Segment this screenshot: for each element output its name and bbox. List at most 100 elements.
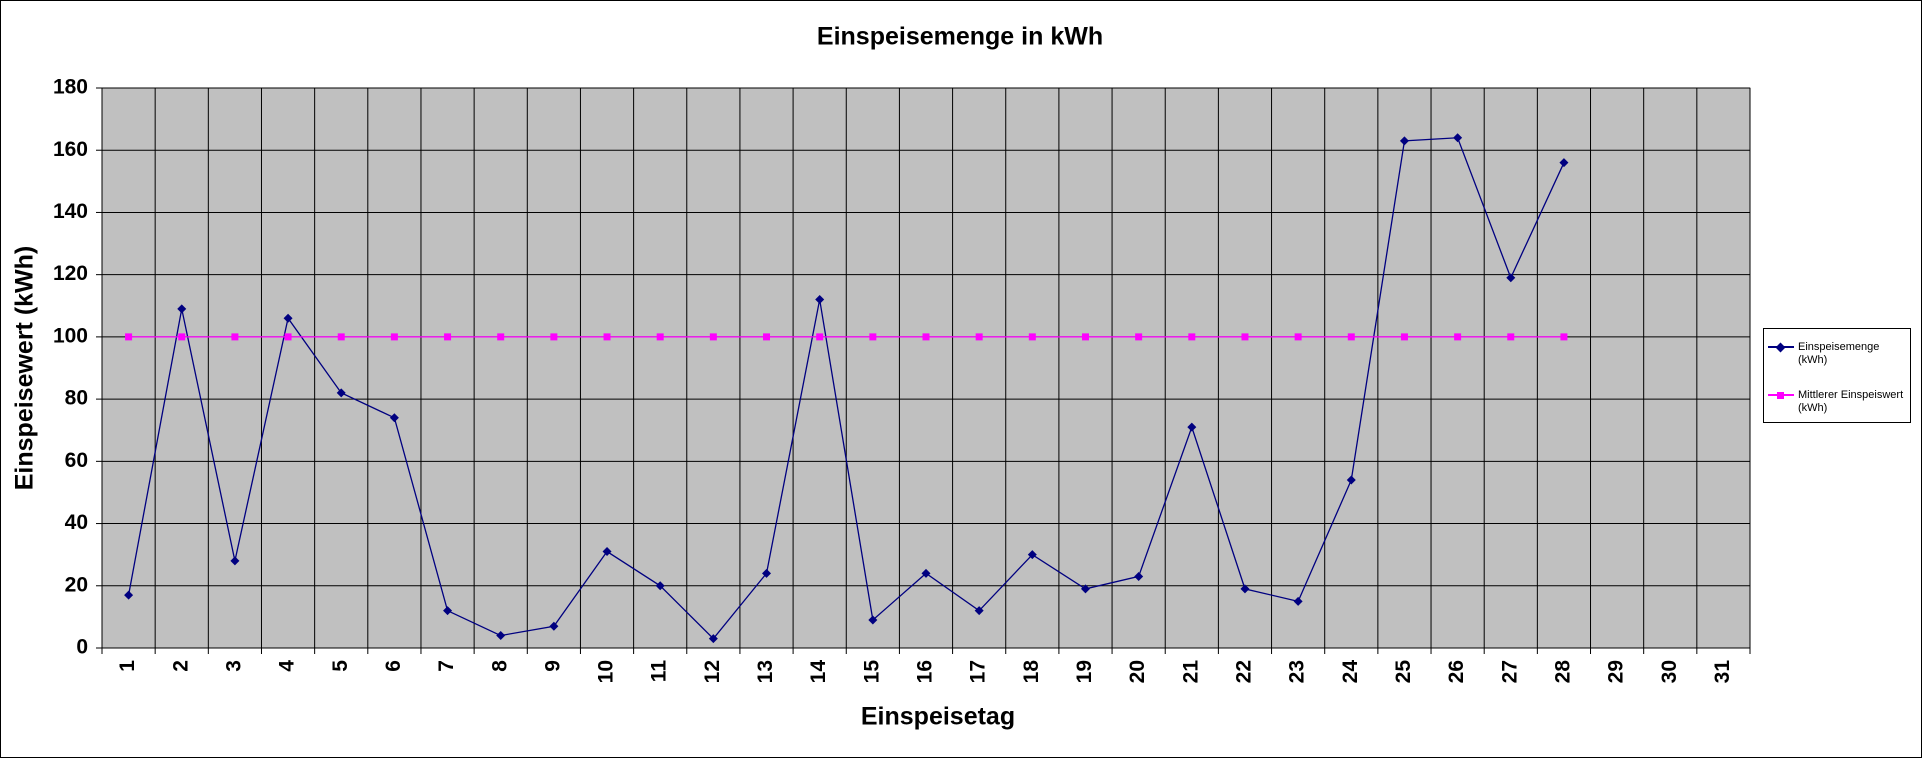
data-point xyxy=(1188,333,1196,341)
x-tick-label: 1 xyxy=(116,660,139,672)
data-point xyxy=(603,333,611,341)
data-point xyxy=(283,313,293,323)
x-axis-title: Einspeisetag xyxy=(861,703,1015,731)
data-point xyxy=(336,388,346,398)
data-point xyxy=(1293,596,1303,606)
data-point xyxy=(337,333,345,341)
data-point xyxy=(868,615,878,625)
data-point xyxy=(549,621,559,631)
legend-marker xyxy=(1777,391,1784,399)
data-point xyxy=(1399,136,1409,146)
y-tick-label: 60 xyxy=(65,449,88,472)
y-tick-label: 20 xyxy=(65,573,88,596)
x-tick-label: 31 xyxy=(1711,660,1734,684)
data-point xyxy=(602,547,612,557)
x-tick-label: 20 xyxy=(1126,660,1149,683)
x-tick-label: 7 xyxy=(435,660,458,672)
data-point xyxy=(1081,333,1089,341)
data-point xyxy=(390,333,398,341)
x-tick-label: 2 xyxy=(169,660,192,672)
x-tick-label: 28 xyxy=(1551,660,1574,684)
data-point xyxy=(231,333,239,341)
x-tick-label: 10 xyxy=(595,660,618,683)
data-point xyxy=(1507,333,1515,341)
data-point xyxy=(815,295,825,305)
data-point xyxy=(1294,333,1302,341)
x-tick-label: 4 xyxy=(276,660,299,672)
x-tick-label: 29 xyxy=(1605,660,1628,683)
data-point xyxy=(709,333,717,341)
x-tick-label: 17 xyxy=(967,660,990,683)
data-point xyxy=(1080,584,1090,594)
y-tick-label: 180 xyxy=(53,76,88,99)
x-tick-label: 27 xyxy=(1498,660,1521,683)
x-tick-label: 9 xyxy=(541,660,564,672)
y-tick-label: 140 xyxy=(53,200,88,223)
data-point xyxy=(230,556,240,566)
x-tick-label: 18 xyxy=(1020,660,1043,684)
data-point xyxy=(178,333,186,341)
data-point xyxy=(1560,333,1568,341)
x-tick-label: 16 xyxy=(914,660,937,683)
data-point xyxy=(1134,571,1144,581)
data-point xyxy=(816,333,824,341)
y-tick-label: 40 xyxy=(65,511,88,534)
x-tick-label: 21 xyxy=(1179,660,1202,684)
data-point xyxy=(921,568,931,578)
data-point xyxy=(655,581,665,591)
y-tick-label: 80 xyxy=(65,387,88,410)
data-point xyxy=(550,333,558,341)
data-point xyxy=(763,333,771,341)
data-point xyxy=(656,333,664,341)
data-point xyxy=(1135,333,1143,341)
data-point xyxy=(284,333,292,341)
data-point xyxy=(922,333,930,341)
data-point xyxy=(1454,333,1462,341)
data-point xyxy=(1241,333,1249,341)
x-tick-label: 8 xyxy=(488,660,511,672)
data-point xyxy=(708,634,718,644)
y-axis-title: Einspeisewert (kWh) xyxy=(11,246,39,491)
data-point xyxy=(444,333,452,341)
x-tick-label: 25 xyxy=(1392,660,1415,684)
data-point xyxy=(762,568,772,578)
x-tick-label: 13 xyxy=(754,660,777,683)
data-point xyxy=(177,304,187,314)
x-tick-label: 14 xyxy=(807,660,830,684)
x-tick-label: 26 xyxy=(1445,660,1468,683)
data-point xyxy=(497,333,505,341)
y-tick-label: 0 xyxy=(76,636,88,659)
data-point xyxy=(125,333,133,341)
data-point xyxy=(1187,422,1197,432)
data-point xyxy=(496,631,506,641)
x-tick-label: 19 xyxy=(1073,660,1096,683)
data-point xyxy=(389,413,399,423)
data-point xyxy=(1453,133,1463,143)
chart-title: Einspeisemenge in kWh xyxy=(817,23,1103,51)
y-tick-label: 120 xyxy=(53,262,88,285)
legend-marker xyxy=(1775,342,1786,352)
data-point xyxy=(1027,550,1037,560)
x-tick-label: 6 xyxy=(382,660,405,672)
x-tick-label: 23 xyxy=(1286,660,1309,683)
y-tick-label: 100 xyxy=(53,324,88,347)
data-point xyxy=(1347,333,1355,341)
x-tick-label: 5 xyxy=(329,660,352,672)
data-point xyxy=(1559,158,1569,168)
legend-label: Mittlerer Einspeiswert (kWh) xyxy=(1798,389,1904,414)
x-tick-label: 11 xyxy=(648,660,671,683)
x-tick-label: 3 xyxy=(222,660,245,672)
data-point xyxy=(1028,333,1036,341)
data-point xyxy=(1400,333,1408,341)
data-point xyxy=(124,590,134,600)
data-point xyxy=(975,333,983,341)
y-tick-label: 160 xyxy=(53,138,88,161)
data-point xyxy=(974,606,984,616)
legend: Einspeisemenge (kWh) Mittlerer Einspeiswe… xyxy=(1763,328,1911,423)
plot-area xyxy=(101,87,1751,649)
data-point xyxy=(443,606,453,616)
x-tick-label: 30 xyxy=(1658,660,1681,683)
x-tick-label: 24 xyxy=(1339,660,1362,684)
